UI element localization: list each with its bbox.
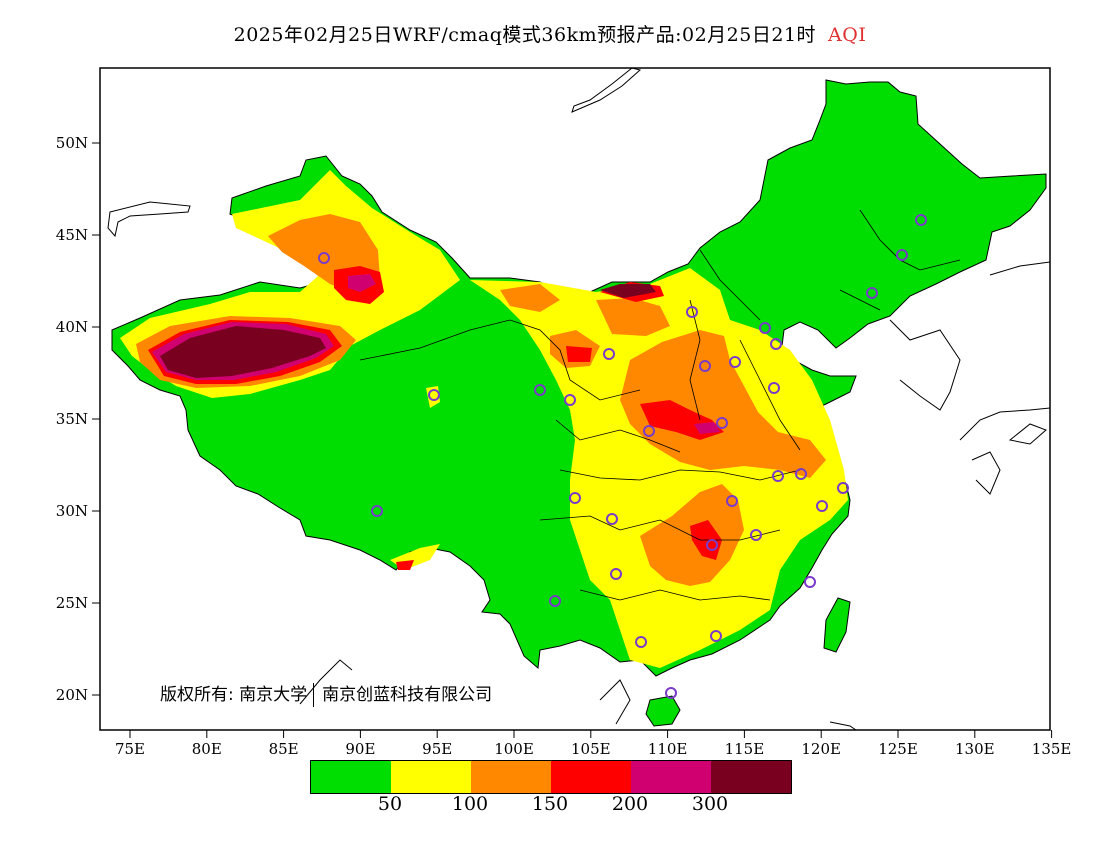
lon-tick-label: 135E bbox=[1032, 740, 1072, 758]
lat-tick-label: 30N bbox=[56, 502, 88, 520]
lon-tick-label: 130E bbox=[955, 740, 995, 758]
lat-tick-label: 35N bbox=[56, 410, 88, 428]
lon-tick-label: 105E bbox=[571, 740, 611, 758]
hainan-island bbox=[645, 695, 681, 727]
map-title-product: AQI bbox=[828, 24, 867, 46]
map-frame bbox=[99, 67, 1051, 731]
lon-tick-label: 85E bbox=[269, 740, 299, 758]
copyright-notice: 版权所有: 南京大学 南京创蓝科技有限公司 bbox=[160, 680, 492, 707]
map-title-text: 2025年02月25日WRF/cmaq模式36km预报产品:02月25日21时 bbox=[233, 24, 817, 46]
legend-swatch bbox=[711, 761, 791, 793]
longitude-axis: 75E 80E 85E 90E 95E 100E 105E 110E 115E 120E 125E 1… bbox=[115, 730, 1071, 758]
lon-tick-label: 95E bbox=[422, 740, 452, 758]
coastline-russia bbox=[571, 68, 642, 113]
lon-tick-label: 90E bbox=[345, 740, 375, 758]
aqi-patches bbox=[120, 170, 848, 668]
lon-tick-label: 75E bbox=[115, 740, 145, 758]
lat-tick-label: 25N bbox=[56, 594, 88, 612]
aqi-color-legend bbox=[310, 760, 792, 794]
copyright-separator bbox=[313, 683, 315, 707]
legend-label: 200 bbox=[611, 793, 649, 815]
lat-tick-label: 20N bbox=[56, 686, 88, 704]
legend-swatch bbox=[471, 761, 551, 793]
legend-label: 300 bbox=[691, 793, 729, 815]
lon-tick-label: 100E bbox=[494, 740, 534, 758]
latitude-axis: 50N 45N 40N 35N 30N 25N 20N bbox=[56, 134, 100, 704]
lat-tick-label: 40N bbox=[56, 318, 88, 336]
province-boundaries bbox=[359, 209, 961, 601]
legend-swatch bbox=[311, 761, 391, 793]
lon-tick-label: 125E bbox=[878, 740, 918, 758]
map-area bbox=[107, 68, 1050, 730]
coastline-japan bbox=[889, 261, 1050, 495]
legend-swatch bbox=[551, 761, 631, 793]
legend-label: 150 bbox=[531, 793, 569, 815]
lon-tick-label: 110E bbox=[648, 740, 688, 758]
legend-label: 50 bbox=[377, 793, 403, 815]
lon-tick-label: 120E bbox=[801, 740, 841, 758]
lat-tick-label: 45N bbox=[56, 226, 88, 244]
lon-tick-label: 80E bbox=[192, 740, 222, 758]
copyright-owner-1: 版权所有: 南京大学 bbox=[160, 685, 308, 705]
lon-tick-label: 115E bbox=[725, 740, 765, 758]
legend-swatch bbox=[391, 761, 471, 793]
map-title: 2025年02月25日WRF/cmaq模式36km预报产品:02月25日21时 A… bbox=[0, 20, 1100, 47]
legend-swatch bbox=[631, 761, 711, 793]
legend-label: 100 bbox=[451, 793, 489, 815]
station-markers bbox=[318, 214, 927, 699]
copyright-owner-2: 南京创蓝科技有限公司 bbox=[322, 685, 493, 705]
lat-tick-label: 50N bbox=[56, 134, 88, 152]
lake-outline bbox=[107, 201, 191, 238]
taiwan-island bbox=[823, 597, 851, 653]
coastline-south bbox=[299, 659, 857, 730]
